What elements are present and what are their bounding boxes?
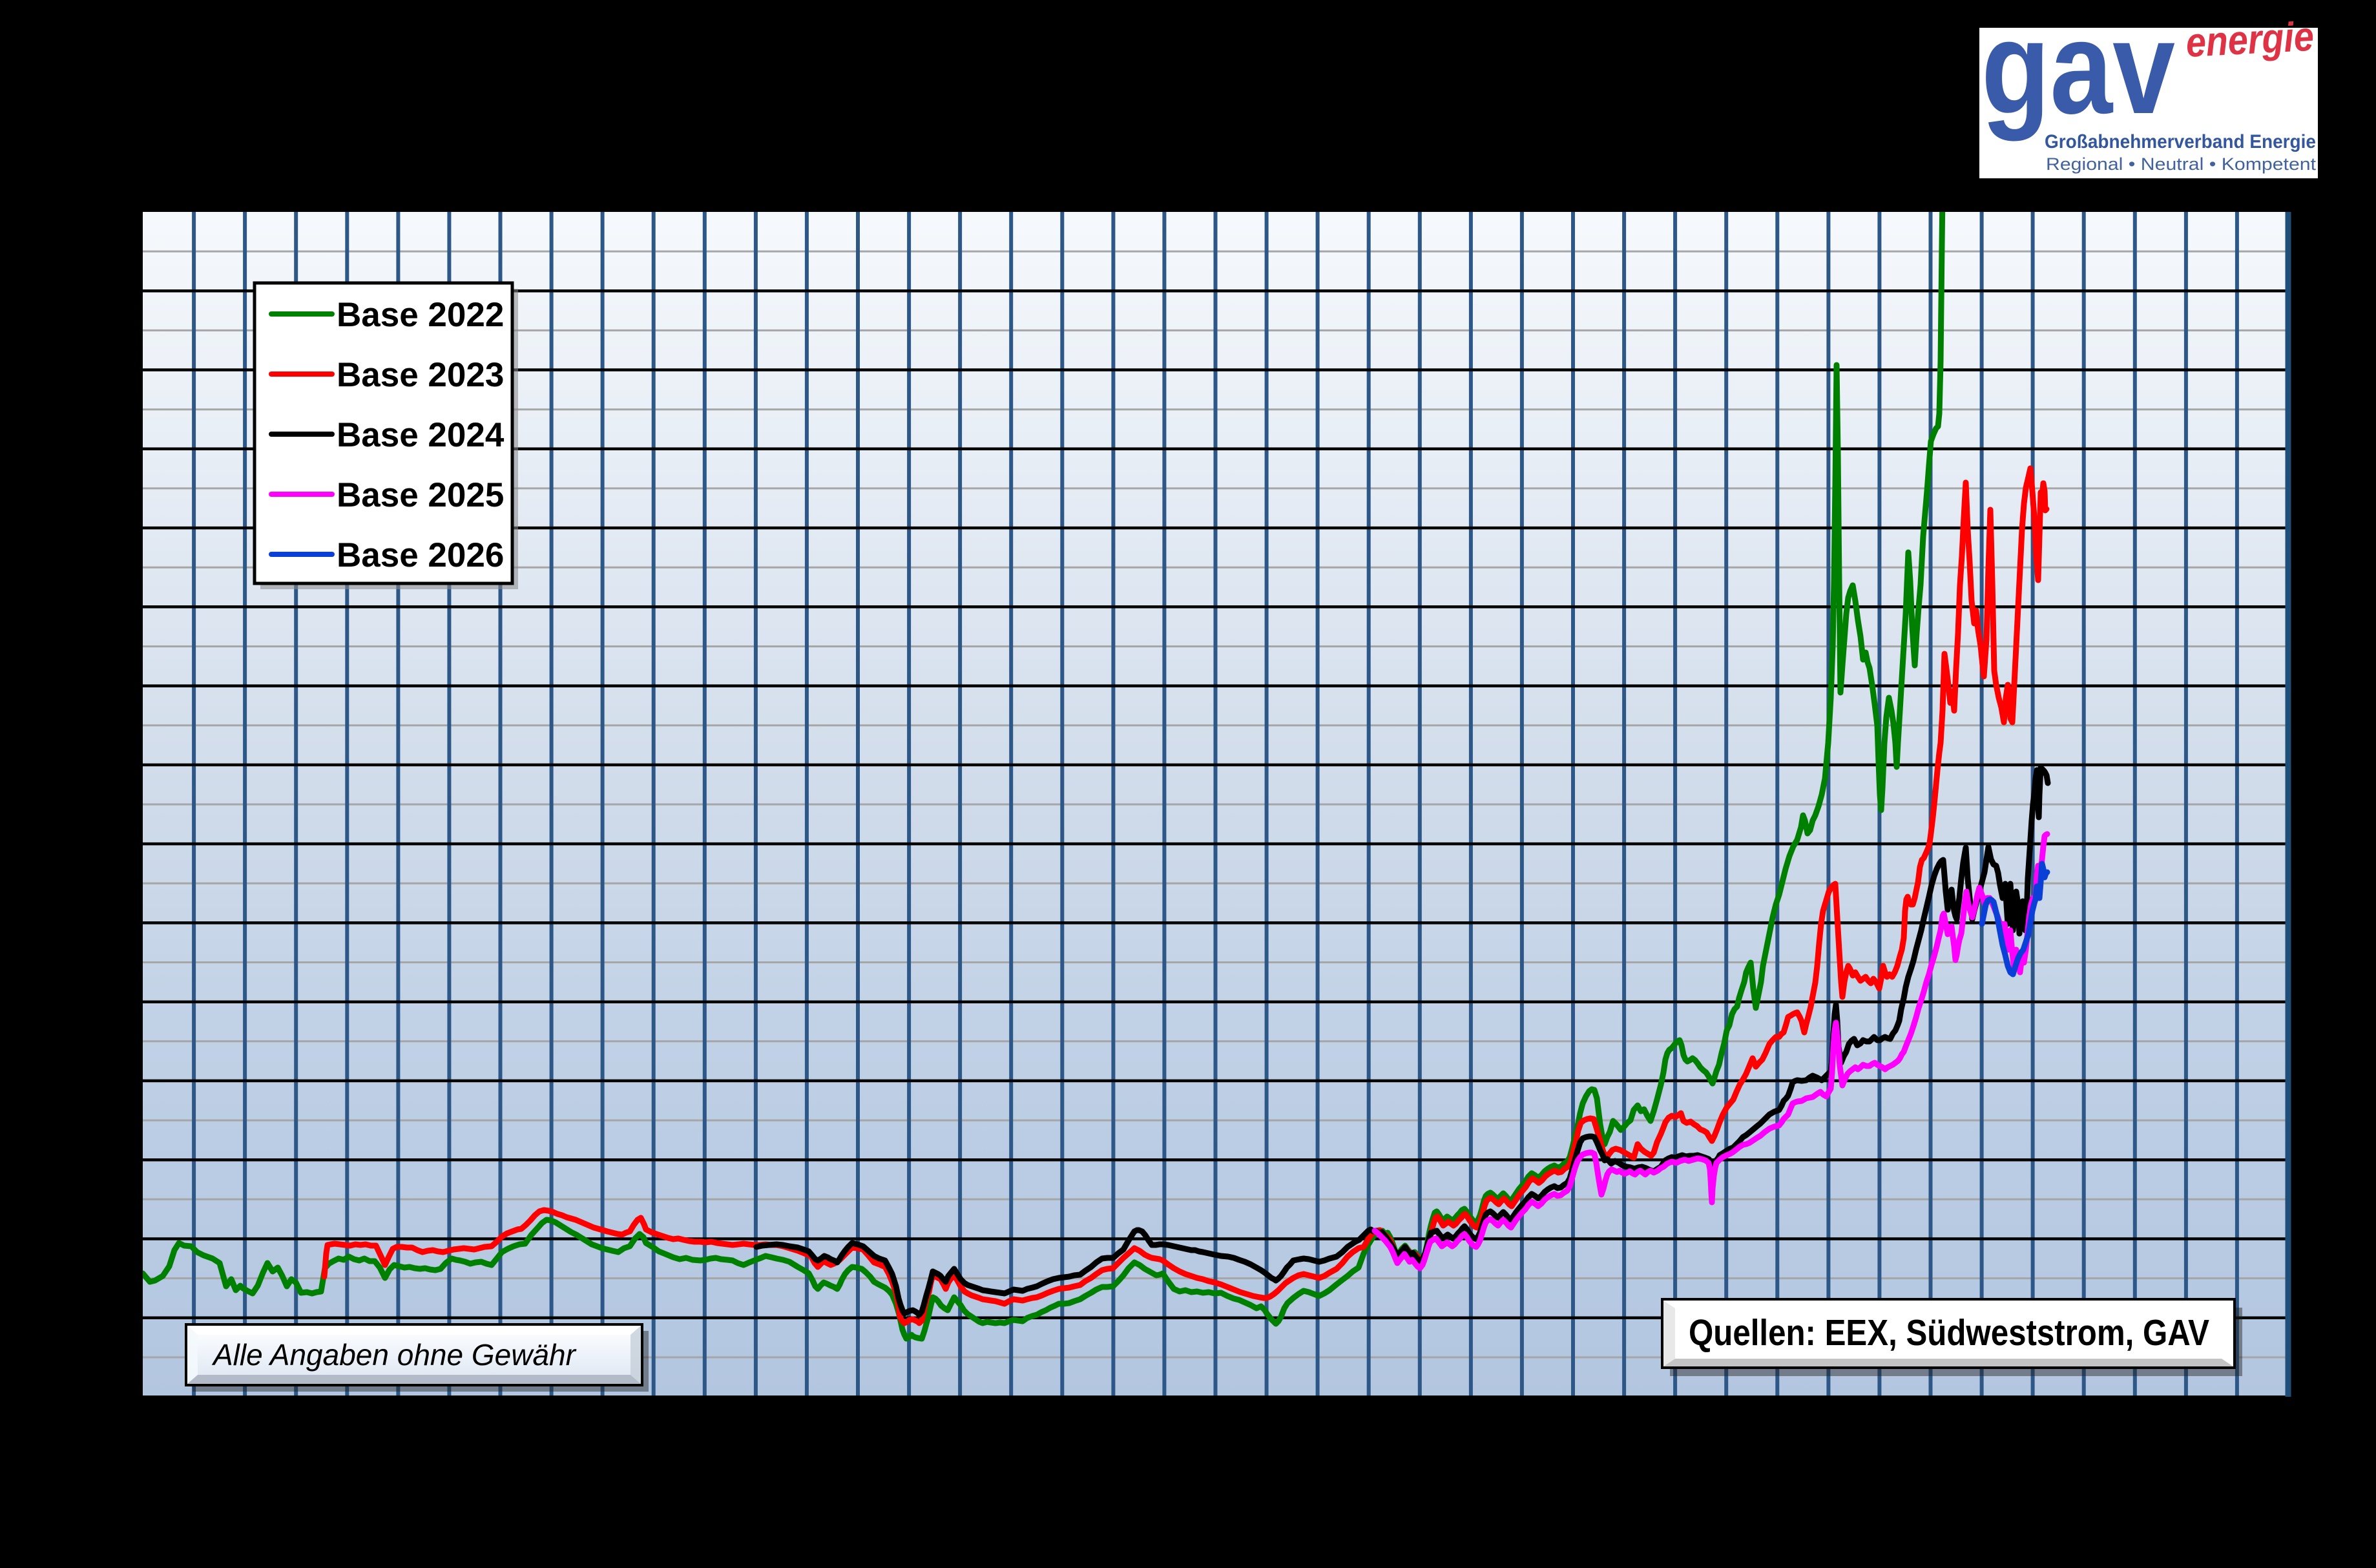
svg-text:Regional • Neutral • Kompetent: Regional • Neutral • Kompetent — [2046, 154, 2317, 174]
svg-text:Quellen: EEX, Südweststrom, GA: Quellen: EEX, Südweststrom, GAV — [1689, 1312, 2209, 1354]
svg-text:Base 2023: Base 2023 — [337, 356, 504, 394]
svg-text:Alle Angaben ohne Gewähr: Alle Angaben ohne Gewähr — [211, 1338, 577, 1372]
svg-text:Base 2026: Base 2026 — [337, 536, 504, 574]
svg-text:gav: gav — [1981, 0, 2175, 141]
svg-text:energie: energie — [2185, 13, 2315, 66]
svg-text:Großabnehmerverband Energie: Großabnehmerverband Energie — [2045, 131, 2316, 152]
svg-text:Base 2022: Base 2022 — [337, 296, 504, 334]
svg-text:Base 2024: Base 2024 — [337, 416, 505, 454]
svg-text:Base 2025: Base 2025 — [337, 476, 504, 514]
